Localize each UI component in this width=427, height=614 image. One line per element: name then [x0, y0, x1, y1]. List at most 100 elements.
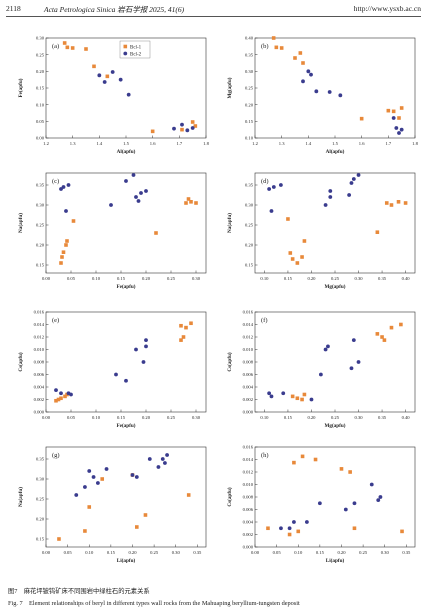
- bcl1-point: [61, 250, 66, 254]
- x-axis-label: Mg(apfu): [324, 283, 345, 290]
- bcl2-point: [83, 485, 87, 489]
- y-axis-label: Mg(apfu): [226, 77, 233, 98]
- bcl1-point: [57, 537, 61, 541]
- bcl1-point: [293, 56, 297, 60]
- plot-frame: [45, 446, 207, 548]
- x-tick-label: 0.15: [284, 276, 293, 281]
- bcl2-point: [144, 344, 148, 349]
- y-tick-label: 0.014: [243, 322, 254, 327]
- chart-panel-b: 1.2 1.3 1.4 1.5 1.6 1.7 1.8 0.10 0.15 0.20 0.25 0.3…: [226, 36, 419, 155]
- bcl1-point: [59, 396, 63, 401]
- bcl2-point: [165, 453, 169, 457]
- bcl1-point: [384, 201, 389, 205]
- bcl2-point: [394, 126, 399, 130]
- bcl2-point: [91, 475, 96, 479]
- bcl1-point: [56, 397, 61, 402]
- bcl2-point: [271, 185, 276, 189]
- bcl1-point: [290, 394, 295, 399]
- chart-panel-f: 0.10 0.15 0.20 0.25 0.30 0.35 0.40 0.000 0.002 0.…: [226, 310, 416, 429]
- bcl1-point: [87, 505, 92, 509]
- y-tick-label: 0.002: [243, 397, 254, 402]
- bcl1-point: [54, 398, 58, 403]
- y-tick-label: 0.008: [34, 360, 45, 365]
- x-tick-label: 0.35: [193, 550, 202, 555]
- bcl1-point: [180, 127, 184, 132]
- bcl2-point: [351, 338, 356, 343]
- bcl1-point: [186, 493, 191, 497]
- bcl1-point: [154, 231, 158, 235]
- bcl2-point: [59, 391, 63, 396]
- x-tick-label: 0.35: [378, 276, 387, 281]
- bcl1-point: [359, 116, 364, 121]
- y-tick-label: 0.00: [36, 136, 45, 141]
- bcl2-point: [369, 482, 374, 487]
- y-tick-label: 0.008: [243, 495, 254, 500]
- bcl1-point: [403, 201, 408, 205]
- x-tick-label: 1.8: [412, 141, 418, 146]
- x-tick-label: 0.00: [42, 550, 51, 555]
- x-axis-label: Li(apfu): [117, 557, 136, 564]
- x-tick-label: 0.25: [331, 276, 340, 281]
- bcl2-point: [114, 372, 118, 377]
- bcl2-point: [118, 77, 123, 82]
- bcl2-point: [269, 394, 274, 399]
- bcl2-point: [144, 189, 148, 193]
- bcl1-point: [287, 532, 292, 537]
- chart-panel-c: 0.00 0.05 0.10 0.15 0.20 0.25 0.30 0.15 0.20 0.25…: [17, 172, 207, 290]
- y-tick-label: 0.25: [245, 223, 254, 228]
- bcl1-point: [60, 255, 64, 259]
- bcl1-point: [71, 219, 76, 223]
- bcl2-point: [397, 131, 401, 135]
- bcl2-point: [87, 469, 92, 473]
- y-tick-label: 0.008: [243, 360, 254, 365]
- bcl1-point: [65, 45, 70, 50]
- x-tick-label: 0.35: [402, 550, 411, 555]
- x-tick-label: 1.5: [332, 141, 338, 146]
- x-tick-label: 0.20: [307, 415, 316, 420]
- y-tick-label: 0.40: [245, 36, 254, 41]
- bcl1-point: [375, 230, 380, 234]
- y-tick-label: 0.25: [245, 86, 254, 91]
- bcl2-point: [376, 498, 381, 503]
- chart-panel-d: 0.10 0.15 0.20 0.25 0.30 0.35 0.40 0.15 0.20 0.25…: [226, 172, 416, 290]
- bcl2-point: [399, 127, 404, 132]
- bcl2-point: [356, 360, 361, 364]
- bcl1-point: [296, 529, 301, 534]
- x-tick-label: 1.2: [252, 141, 258, 146]
- y-tick-label: 0.014: [34, 322, 45, 327]
- x-axis-label: Li(apfu): [326, 557, 345, 564]
- legend-marker-bcl2: [123, 51, 128, 56]
- panel-label: (d): [261, 178, 269, 185]
- y-tick-label: 0.20: [36, 517, 45, 522]
- bcl1-point: [143, 513, 148, 517]
- bcl1-point: [92, 64, 96, 69]
- bcl1-point: [279, 46, 284, 50]
- y-tick-label: 0.002: [34, 397, 45, 402]
- y-axis-label: Cs(apfu): [226, 352, 233, 372]
- bcl2-point: [267, 391, 272, 396]
- bcl1-point: [62, 41, 67, 45]
- bcl2-point: [349, 181, 354, 185]
- x-tick-label: 0.10: [260, 276, 269, 281]
- x-tick-label: 0.10: [92, 276, 101, 281]
- y-tick-label: 0.004: [243, 520, 254, 525]
- bcl2-point: [287, 526, 292, 531]
- y-axis-label: Cs(apfu): [226, 487, 233, 507]
- y-tick-label: 0.002: [243, 532, 254, 537]
- chart-panel-g: 0.00 0.05 0.10 0.15 0.20 0.25 0.30 0.35 0.15 0.20…: [17, 446, 207, 564]
- bcl1-point: [266, 526, 270, 531]
- bcl1-point: [292, 460, 296, 465]
- bcl1-point: [300, 397, 304, 402]
- y-tick-label: 0.15: [245, 119, 254, 124]
- bcl1-point: [84, 47, 88, 51]
- bcl2-point: [54, 388, 58, 393]
- bcl2-point: [104, 467, 109, 471]
- x-tick-label: 0.20: [337, 550, 346, 555]
- x-tick-label: 0.25: [150, 550, 159, 555]
- bcl2-point: [130, 473, 135, 477]
- y-tick-label: 0.35: [36, 457, 45, 462]
- x-tick-label: 0.35: [378, 415, 387, 420]
- chart-panel-e: 0.00 0.05 0.10 0.15 0.20 0.25 0.30 0.000 0.002 0.…: [17, 310, 207, 429]
- bcl1-point: [179, 323, 183, 328]
- bcl1-point: [184, 325, 188, 330]
